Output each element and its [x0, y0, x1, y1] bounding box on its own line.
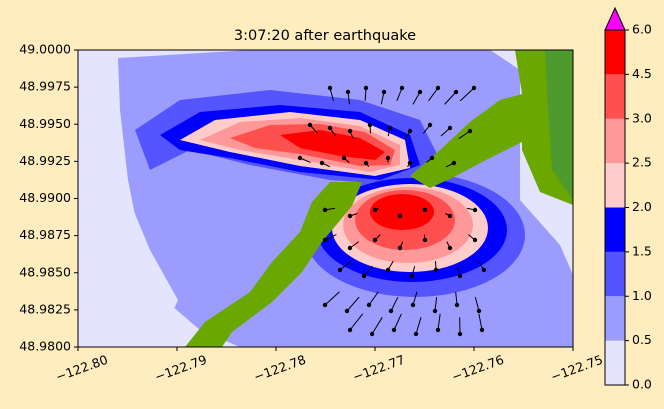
particle	[455, 303, 459, 307]
particle	[373, 238, 377, 242]
particle	[480, 328, 484, 332]
particle	[392, 328, 396, 332]
particle	[472, 86, 476, 90]
particle	[364, 86, 368, 90]
particle	[408, 161, 412, 165]
particle	[328, 126, 332, 130]
particle	[328, 86, 332, 90]
particle	[345, 309, 349, 313]
particle	[400, 86, 404, 90]
colorbar-tick-label: 2.5	[632, 155, 652, 170]
y-tick-label: 48.9825	[19, 301, 71, 316]
particle	[448, 126, 452, 130]
particle	[348, 214, 352, 218]
colorbar-segment	[605, 208, 625, 252]
particle	[482, 268, 486, 272]
particle	[430, 156, 434, 160]
colorbar-tick-label: 0.0	[632, 377, 652, 392]
particle	[448, 214, 452, 218]
particle	[411, 303, 415, 307]
colorbar-segment	[605, 119, 625, 163]
particle	[323, 208, 327, 212]
y-tick-label: 48.9850	[19, 264, 71, 279]
particle	[320, 161, 324, 165]
y-tick-label: 48.9875	[19, 227, 71, 242]
particle	[388, 126, 392, 130]
particle	[323, 303, 327, 307]
particle	[348, 129, 352, 133]
particle	[423, 238, 427, 242]
particle	[298, 156, 302, 160]
colorbar-segment	[605, 74, 625, 118]
colorbar-tick-label: 1.5	[632, 243, 652, 258]
particle	[348, 328, 352, 332]
particle	[389, 309, 393, 313]
particle	[346, 90, 350, 94]
particle	[323, 238, 327, 242]
particle	[433, 309, 437, 313]
particle	[368, 123, 372, 127]
colorbar-segment	[605, 252, 625, 296]
y-tick-label: 48.9800	[19, 339, 71, 354]
colorbar-tick-label: 0.5	[632, 332, 652, 347]
particle	[454, 90, 458, 94]
y-tick-label: 48.9975	[19, 79, 71, 94]
colorbar-segment	[605, 30, 625, 74]
particle	[477, 309, 481, 313]
particle	[308, 123, 312, 127]
particle	[418, 90, 422, 94]
colorbar-tick-label: 2.0	[632, 199, 652, 214]
particle	[458, 332, 462, 336]
colorbar-tick-label: 4.5	[632, 66, 652, 81]
particle	[436, 86, 440, 90]
particle	[386, 156, 390, 160]
particle	[423, 208, 427, 212]
particle	[473, 238, 477, 242]
particle	[452, 161, 456, 165]
particle	[473, 208, 477, 212]
particle	[382, 90, 386, 94]
y-tick-label: 48.9900	[19, 190, 71, 205]
particle	[367, 303, 371, 307]
particle	[348, 246, 352, 250]
particle	[386, 268, 390, 272]
particle	[370, 332, 374, 336]
y-tick-label: 48.9925	[19, 153, 71, 168]
particle	[362, 274, 366, 278]
particle	[364, 161, 368, 165]
particle	[373, 208, 377, 212]
chart-title: 3:07:20 after earthquake	[234, 28, 416, 44]
particle	[398, 214, 402, 218]
particle	[434, 268, 438, 272]
particle	[408, 129, 412, 133]
colorbar-segment	[605, 163, 625, 207]
colorbar-tick-label: 3.0	[632, 110, 652, 125]
particle	[468, 129, 472, 133]
particle	[436, 328, 440, 332]
particle	[338, 268, 342, 272]
y-tick-label: 48.9950	[19, 116, 71, 131]
map	[78, 50, 573, 347]
colorbar-segment	[605, 341, 625, 385]
particle	[398, 246, 402, 250]
particle	[458, 274, 462, 278]
particle	[342, 156, 346, 160]
colorbar-tick-label: 1.0	[632, 288, 652, 303]
colorbar-tick-label: 6.0	[632, 22, 652, 37]
colorbar-segment	[605, 296, 625, 340]
y-tick-label: 49.0000	[19, 42, 71, 57]
particle	[448, 246, 452, 250]
particle	[414, 332, 418, 336]
particle	[428, 123, 432, 127]
particle	[410, 274, 414, 278]
